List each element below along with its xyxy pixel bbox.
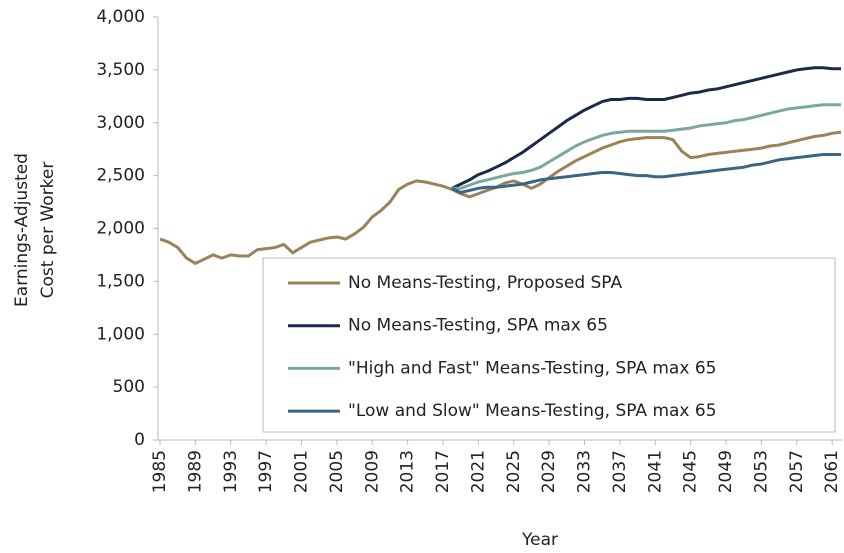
x-tick-label: 2045 bbox=[681, 450, 701, 493]
legend-box bbox=[262, 257, 836, 433]
legend-label: "High and Fast" Means-Testing, SPA max 6… bbox=[348, 358, 716, 378]
x-tick-label: 1989 bbox=[185, 450, 205, 493]
x-tick-label: 1993 bbox=[221, 450, 241, 493]
series-line bbox=[451, 66, 841, 190]
legend-label: No Means-Testing, SPA max 65 bbox=[348, 316, 608, 336]
x-tick-label: 2005 bbox=[327, 450, 347, 493]
x-tick-label: 1997 bbox=[256, 450, 276, 493]
x-tick-label: 2029 bbox=[539, 450, 559, 493]
y-tick-label: 0 bbox=[134, 430, 145, 450]
y-axis-label: Cost per Worker bbox=[38, 162, 58, 299]
x-tick-label: 2061 bbox=[822, 450, 842, 493]
x-tick-label: 2013 bbox=[398, 450, 418, 493]
y-tick-label: 2,500 bbox=[96, 166, 145, 186]
y-axis-label: Earnings-Adjusted bbox=[12, 153, 32, 307]
y-tick-label: 1,000 bbox=[96, 324, 145, 344]
y-tick-label: 1,500 bbox=[96, 271, 145, 291]
legend-label: No Means-Testing, Proposed SPA bbox=[348, 273, 622, 293]
x-tick-label: 1985 bbox=[150, 450, 170, 493]
series-line bbox=[159, 130, 842, 265]
y-tick-label: 500 bbox=[113, 377, 145, 397]
y-tick-label: 3,000 bbox=[96, 113, 145, 133]
y-tick-label: 4,000 bbox=[96, 7, 145, 27]
series-line bbox=[451, 103, 841, 190]
x-tick-label: 2021 bbox=[468, 450, 488, 493]
y-tick-label: 3,500 bbox=[96, 60, 145, 80]
x-tick-label: 2041 bbox=[645, 450, 665, 493]
x-tick-label: 2025 bbox=[504, 450, 524, 493]
x-tick-label: 2001 bbox=[292, 450, 312, 493]
x-tick-label: 2037 bbox=[610, 450, 630, 493]
x-tick-label: 2053 bbox=[751, 450, 771, 493]
x-tick-label: 2009 bbox=[362, 450, 382, 493]
series-line bbox=[451, 153, 841, 194]
x-axis-label: Year bbox=[521, 530, 558, 550]
legend-label: "Low and Slow" Means-Testing, SPA max 65 bbox=[348, 401, 717, 421]
x-tick-label: 2033 bbox=[575, 450, 595, 493]
x-tick-label: 2017 bbox=[433, 450, 453, 493]
x-tick-label: 2049 bbox=[716, 450, 736, 493]
x-tick-label: 2057 bbox=[787, 450, 807, 493]
y-tick-label: 2,000 bbox=[96, 219, 145, 239]
